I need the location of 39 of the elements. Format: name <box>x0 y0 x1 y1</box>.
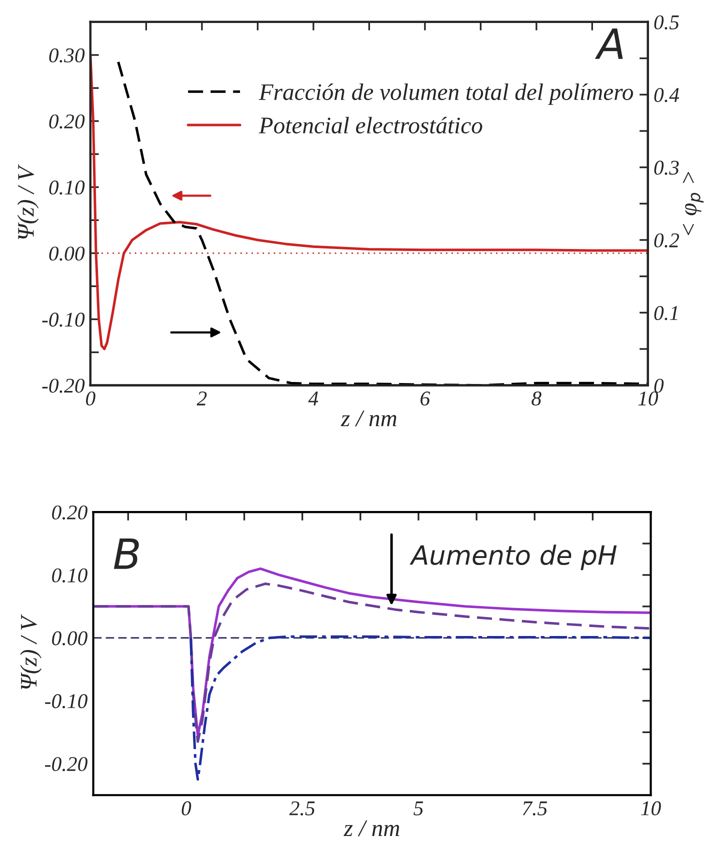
annotation: Aumento de pH <box>410 544 617 570</box>
annotation: B <box>114 538 139 569</box>
y-tick-label: 0.10 <box>49 180 85 195</box>
annotation: A <box>594 28 623 59</box>
y2-tick-label: 0 <box>654 378 664 393</box>
x-tick-label: 7.5 <box>522 802 548 816</box>
legend-label: Fracción de volumen total del polímero <box>258 83 634 105</box>
legend-label: Potencial electrostático <box>258 116 482 134</box>
y-tick-label: 0.20 <box>49 114 85 129</box>
y2-tick-label: 0.3 <box>654 160 679 175</box>
y-tick-label: -0.10 <box>45 694 88 708</box>
x-tick-label: 8 <box>532 391 542 406</box>
y-tick-label: 0.00 <box>49 246 85 261</box>
x-tick-label: 0 <box>182 801 192 816</box>
x-tick-label: 5 <box>414 802 424 816</box>
y2-tick-label: 0.4 <box>654 88 680 102</box>
x-tick-label: 4 <box>308 392 318 406</box>
y2-tick-label: 0.2 <box>654 233 680 248</box>
y-tick-label: 0.10 <box>52 568 88 582</box>
x-tick-label: 10 <box>638 391 658 406</box>
y-tick-label: 0.00 <box>52 631 88 646</box>
x-tick-label: 2 <box>196 392 207 406</box>
y2-axis-title: < φ$_{p}$ > <box>682 172 704 236</box>
x-tick-label: 6 <box>420 392 430 406</box>
x-tick-label: 10 <box>641 801 661 816</box>
y2-tick-label: 0.5 <box>654 15 679 30</box>
x-tick-label: 2.5 <box>289 801 315 816</box>
line-series <box>190 635 651 781</box>
y-axis-title: Ψ(z) / V <box>17 164 39 240</box>
y-tick-label: 0.30 <box>49 48 85 63</box>
y-tick-label: 0.20 <box>52 505 88 520</box>
x-axis-title: z / nm <box>344 820 400 836</box>
x-tick-label: 0 <box>86 391 96 406</box>
y-tick-label: -0.20 <box>45 757 88 772</box>
y2-tick-label: 0.1 <box>654 306 678 320</box>
y-tick-label: -0.20 <box>42 378 85 393</box>
y-axis-title: Ψ(z) / V <box>20 614 42 690</box>
x-axis-title: z / nm <box>340 410 396 426</box>
y-tick-label: -0.10 <box>42 312 85 327</box>
